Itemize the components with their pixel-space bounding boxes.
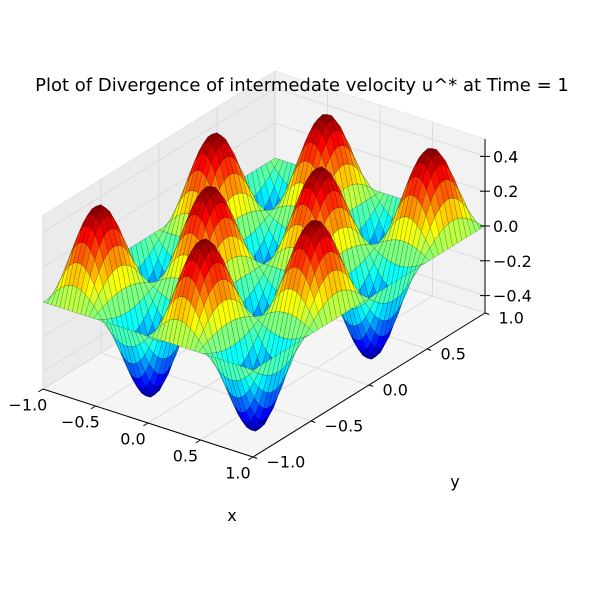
z-tick-label: −0.2 <box>493 252 532 271</box>
surface-plot <box>42 114 486 432</box>
surface-patch <box>248 367 258 372</box>
x-tick-label: −0.5 <box>61 412 100 431</box>
x-tick <box>195 439 201 444</box>
y-tick <box>368 384 374 387</box>
x-tick-label: 0.5 <box>173 446 198 465</box>
z-tick-label: 0.4 <box>493 147 518 166</box>
y-axis-label: y <box>450 472 459 491</box>
y-tick-label: 0.0 <box>383 380 408 399</box>
y-tick-label: −1.0 <box>267 452 306 471</box>
z-gridline <box>42 87 486 233</box>
y-tick <box>310 420 316 423</box>
z-tick-label: −0.4 <box>493 287 532 306</box>
z-tick-label: 0.0 <box>493 217 518 236</box>
x-tick-label: −1.0 <box>8 395 47 414</box>
x-tick <box>90 405 96 410</box>
y-tick <box>426 348 432 351</box>
axes-lines <box>38 139 490 461</box>
y-tick-label: 1.0 <box>499 308 524 327</box>
z-tick-label: 0.2 <box>493 182 518 201</box>
x-tick <box>38 388 44 393</box>
x-tick-label: 1.0 <box>225 463 250 482</box>
tick-labels: −1.0 −0.5 0.0 0.5 1.0 −1.0 −0.5 0.0 0.5 1.0 −0.4 −0… <box>8 147 531 482</box>
y-tick-label: 0.5 <box>441 344 466 363</box>
x-tick <box>143 422 149 427</box>
chart-title: Plot of Divergence of intermedate veloci… <box>35 75 569 96</box>
y-tick <box>252 456 258 459</box>
y-tick <box>484 312 490 315</box>
x-tick-label: 0.0 <box>120 429 145 448</box>
x-tick <box>248 456 254 461</box>
x-axis-label: x <box>227 506 236 525</box>
y-tick-label: −0.5 <box>325 416 364 435</box>
